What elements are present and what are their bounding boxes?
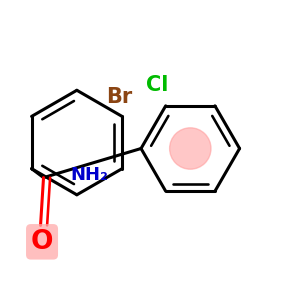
Text: Cl: Cl [146,75,168,95]
Text: NH₂: NH₂ [71,166,109,184]
Text: Br: Br [106,87,132,107]
Circle shape [169,128,211,169]
Text: O: O [31,229,53,255]
